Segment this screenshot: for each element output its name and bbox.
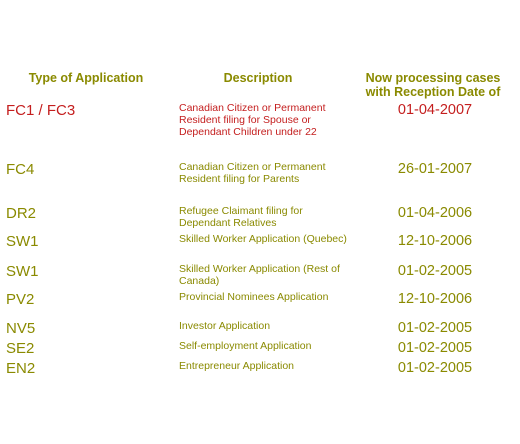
application-code: EN2 bbox=[6, 360, 36, 377]
application-description: Provincial Nominees Application bbox=[179, 291, 329, 303]
reception-date: 12-10-2006 bbox=[397, 291, 473, 307]
application-code: SE2 bbox=[6, 340, 35, 357]
application-description: Canadian Citizen or Permanent Resident f… bbox=[179, 161, 326, 185]
application-description: Canadian Citizen or Permanent Resident f… bbox=[179, 102, 326, 138]
application-description: Skilled Worker Application (Quebec) bbox=[179, 233, 347, 245]
reception-date: 01-04-2006 bbox=[397, 205, 473, 221]
application-code: SW1 bbox=[6, 233, 39, 250]
reception-date: 01-02-2005 bbox=[397, 263, 473, 279]
reception-date: 01-02-2005 bbox=[397, 360, 473, 376]
application-code: DR2 bbox=[6, 205, 37, 222]
header-description: Description bbox=[223, 71, 293, 85]
reception-date: 01-02-2005 bbox=[397, 340, 473, 356]
header-reception-date-line2: with Reception Date of bbox=[365, 85, 501, 99]
application-description: Investor Application bbox=[179, 320, 271, 332]
application-code: FC4 bbox=[6, 161, 35, 178]
application-description: Self-employment Application bbox=[179, 340, 312, 352]
reception-date: 12-10-2006 bbox=[397, 233, 473, 249]
application-code: SW1 bbox=[6, 263, 39, 280]
reception-date: 01-02-2005 bbox=[397, 320, 473, 336]
header-reception-date-line1: Now processing cases bbox=[365, 71, 501, 85]
application-description: Skilled Worker Application (Rest of Cana… bbox=[179, 263, 340, 287]
reception-date: 26-01-2007 bbox=[397, 161, 473, 177]
application-code: PV2 bbox=[6, 291, 35, 308]
header-reception-date: Now processing cases with Reception Date… bbox=[346, 71, 520, 99]
header-type-of-application: Type of Application bbox=[28, 71, 144, 85]
application-description: Entrepreneur Application bbox=[179, 360, 294, 372]
application-code: NV5 bbox=[6, 320, 36, 337]
reception-date: 01-04-2007 bbox=[397, 102, 473, 118]
application-description: Refugee Claimant filing for Dependant Re… bbox=[179, 205, 303, 229]
application-code: FC1 / FC3 bbox=[6, 102, 76, 119]
